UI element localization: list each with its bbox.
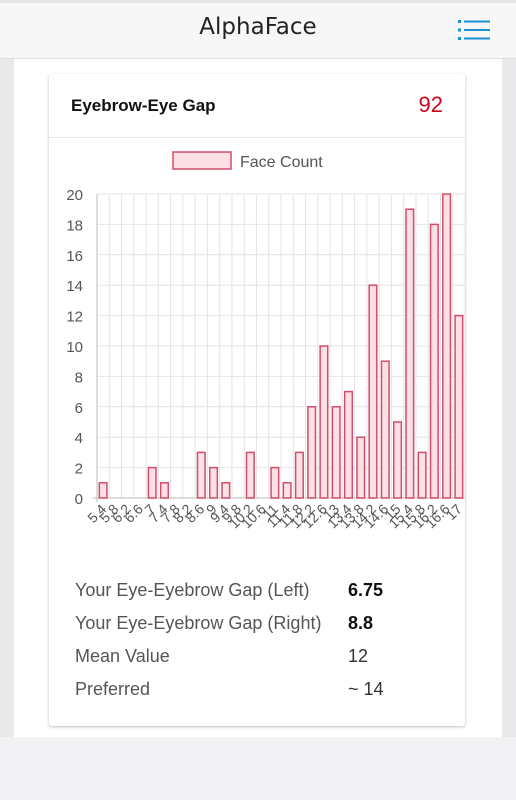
chart-bar xyxy=(331,406,341,499)
status-line xyxy=(0,0,516,3)
stat-row-right-gap: Your Eye-Eyebrow Gap (Right) 8.8 xyxy=(75,613,445,646)
stat-label: Your Eye-Eyebrow Gap (Left) xyxy=(75,580,310,600)
face-count-bar-chart: 024681012141618205.45.86.26.677.47.88.28… xyxy=(66,151,465,531)
card-score: 92 xyxy=(418,92,443,117)
chart-bar xyxy=(147,466,157,499)
y-tick-label: 14 xyxy=(66,278,83,295)
chart-bar xyxy=(159,482,170,499)
y-tick-label: 16 xyxy=(66,248,83,265)
stat-value: 6.75 xyxy=(348,580,384,600)
hamburger-menu-icon[interactable] xyxy=(458,19,490,41)
stat-label: Your Eye-Eyebrow Gap (Right) xyxy=(75,613,322,633)
y-tick-label: 0 xyxy=(75,491,83,508)
chart-bar xyxy=(417,451,427,499)
right-gutter xyxy=(502,59,516,737)
app-title: AlphaFace xyxy=(199,14,317,40)
chart-bar xyxy=(405,208,415,499)
chart-bar xyxy=(368,284,378,499)
chart-bar xyxy=(442,193,452,499)
chart-bar xyxy=(270,466,280,499)
stat-row-mean-value: Mean Value 12 xyxy=(75,646,445,679)
bottom-area xyxy=(0,737,516,800)
stat-value: ~ 14 xyxy=(348,679,384,699)
stat-row-left-gap: Your Eye-Eyebrow Gap (Left) 6.75 xyxy=(75,580,445,613)
chart-bar xyxy=(98,482,108,499)
eyebrow-eye-gap-card: Eyebrow-Eye Gap 92 0 2 4 6 8 10 12 14 16 18 20 5.4 5… xyxy=(49,74,465,726)
chart-bar xyxy=(319,345,329,499)
app-header: AlphaFace xyxy=(0,0,516,59)
chart-bar xyxy=(282,482,292,499)
stat-value: 12 xyxy=(348,646,369,666)
y-tick-label: 8 xyxy=(75,369,83,386)
chart-bar xyxy=(392,421,403,499)
chart-bar xyxy=(356,436,366,499)
y-tick-label: 4 xyxy=(75,430,83,447)
y-tick-label: 2 xyxy=(75,461,83,478)
y-tick-label: 6 xyxy=(75,400,83,417)
stat-value: 8.8 xyxy=(348,613,374,633)
legend-label: Face Count xyxy=(240,154,323,171)
y-tick-label: 20 xyxy=(66,187,83,204)
legend-swatch xyxy=(172,151,232,170)
chart-bar xyxy=(429,223,439,499)
stats-list: Your Eye-Eyebrow Gap (Left) 6.75 Your Ey… xyxy=(75,580,445,712)
chart-bar xyxy=(343,390,354,499)
card-divider xyxy=(49,137,465,138)
chart-bar xyxy=(380,360,390,499)
chart-bar xyxy=(307,406,317,499)
card-title: Eyebrow-Eye Gap xyxy=(71,96,216,115)
chart-bar xyxy=(196,451,206,499)
chart-bar xyxy=(221,482,231,499)
chart-bar xyxy=(294,451,304,499)
x-tick-label: 17 xyxy=(443,501,465,523)
left-gutter xyxy=(0,59,14,737)
chart-bar xyxy=(454,314,464,499)
y-tick-label: 10 xyxy=(66,339,83,356)
chart-bar xyxy=(245,451,255,499)
chart-bar xyxy=(208,466,219,499)
stat-label: Mean Value xyxy=(75,646,170,666)
stat-label: Preferred xyxy=(75,679,151,699)
y-tick-label: 12 xyxy=(66,309,83,326)
y-tick-label: 18 xyxy=(66,217,83,234)
stat-row-preferred: Preferred ~ 14 xyxy=(75,679,445,712)
